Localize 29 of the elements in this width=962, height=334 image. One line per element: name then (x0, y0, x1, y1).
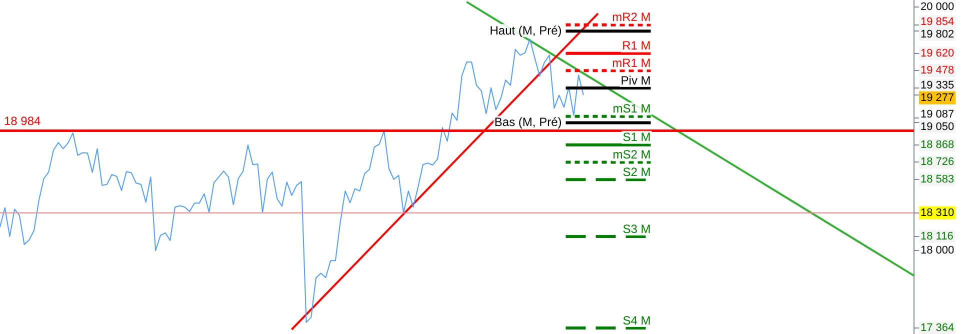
y-tick-label: 19 335 (920, 79, 954, 92)
y-tick-label: 18 000 (920, 244, 954, 257)
ref-line-label: Haut (M, Pré) (490, 23, 562, 38)
ref-line-label: mR1 M (612, 56, 651, 70)
y-tick-label: 18 310 (920, 206, 954, 219)
y-tick-label: 19 802 (920, 28, 954, 40)
ref-line-label: mS1 M (612, 102, 651, 116)
ref-line-label: Bas (M, Pré) (494, 115, 562, 130)
y-tick-label: 17 364 (920, 322, 954, 334)
ref-line-label: S1 M (622, 130, 651, 144)
ref-line-label: S4 M (622, 313, 651, 328)
y-tick-label: 19 277 (920, 92, 954, 104)
ref-line-label: Piv M (620, 73, 651, 88)
ref-line-label: mS2 M (612, 148, 651, 162)
y-tick-label: 18 116 (920, 230, 954, 242)
y-tick-label: 18 868 (920, 138, 954, 151)
y-tick-label: 19 854 (920, 16, 954, 28)
y-tick-label: 18 583 (920, 174, 954, 186)
y-tick-label: 19 620 (920, 47, 954, 60)
ref-line-label: R1 M (622, 38, 651, 53)
y-tick-label: 18 726 (920, 156, 954, 168)
y-tick-label: 19 478 (920, 64, 954, 77)
y-tick-label: 19 087 (920, 108, 954, 120)
annotation: 18 984 (4, 114, 42, 128)
ref-line-label: S3 M (622, 222, 651, 236)
y-tick-label: 19 050 (920, 120, 954, 133)
y-tick-label: 20 000 (920, 1, 954, 14)
ref-line-label: S2 M (622, 164, 651, 179)
ref-line-label: mR2 M (612, 10, 651, 24)
